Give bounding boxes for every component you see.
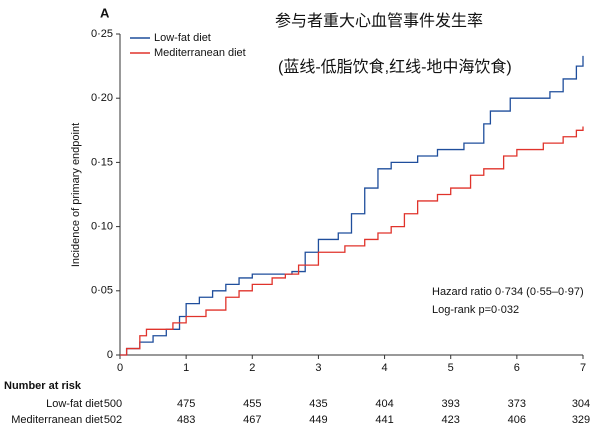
km-line bbox=[120, 55, 584, 356]
risk-table-title: Number at risk bbox=[4, 380, 82, 392]
legend-label: Low-fat diet bbox=[154, 32, 211, 44]
risk-value: 404 bbox=[375, 398, 393, 410]
risk-value: 435 bbox=[309, 398, 327, 410]
y-tick-label: 0·20 bbox=[91, 92, 113, 104]
y-tick-label: 0·05 bbox=[91, 285, 113, 297]
y-tick-label: 0 bbox=[107, 349, 113, 361]
annotation: Hazard ratio 0·734 (0·55–0·97) bbox=[432, 286, 584, 298]
y-tick-label: 0·10 bbox=[91, 221, 113, 233]
km-line bbox=[120, 126, 584, 356]
risk-value: 467 bbox=[243, 414, 261, 426]
risk-value: 455 bbox=[243, 398, 261, 410]
risk-value: 304 bbox=[572, 398, 590, 410]
risk-value: 483 bbox=[177, 414, 195, 426]
y-tick-label: 0·15 bbox=[91, 156, 113, 168]
x-tick-label: 5 bbox=[448, 362, 454, 374]
risk-value: 475 bbox=[177, 398, 195, 410]
risk-row-label: Low-fat diet bbox=[46, 398, 103, 410]
x-tick-label: 6 bbox=[514, 362, 520, 374]
risk-value: 423 bbox=[442, 414, 460, 426]
risk-row-label: Mediterranean diet bbox=[11, 414, 103, 426]
annotation: Log-rank p=0·032 bbox=[432, 304, 519, 316]
y-axis-label: Incidence of primary endpoint bbox=[70, 123, 82, 267]
x-tick-label: 0 bbox=[117, 362, 123, 374]
chart-title: 参与者重大心血管事件发生率 bbox=[275, 12, 483, 30]
risk-value: 500 bbox=[104, 398, 122, 410]
x-tick-label: 2 bbox=[249, 362, 255, 374]
risk-value: 502 bbox=[104, 414, 122, 426]
y-tick-label: 0·25 bbox=[91, 28, 113, 40]
risk-value: 373 bbox=[508, 398, 526, 410]
risk-value: 441 bbox=[375, 414, 393, 426]
risk-value: 406 bbox=[508, 414, 526, 426]
risk-value: 329 bbox=[572, 414, 590, 426]
x-tick-label: 1 bbox=[183, 362, 189, 374]
chart-subtitle: (蓝线-低脂饮食,红线-地中海饮食) bbox=[278, 58, 512, 76]
legend-label: Mediterranean diet bbox=[154, 47, 246, 59]
x-tick-label: 4 bbox=[382, 362, 388, 374]
panel-label: A bbox=[100, 5, 110, 20]
x-tick-label: 7 bbox=[580, 362, 586, 374]
risk-value: 449 bbox=[309, 414, 327, 426]
risk-value: 393 bbox=[442, 398, 460, 410]
x-tick-label: 3 bbox=[315, 362, 321, 374]
